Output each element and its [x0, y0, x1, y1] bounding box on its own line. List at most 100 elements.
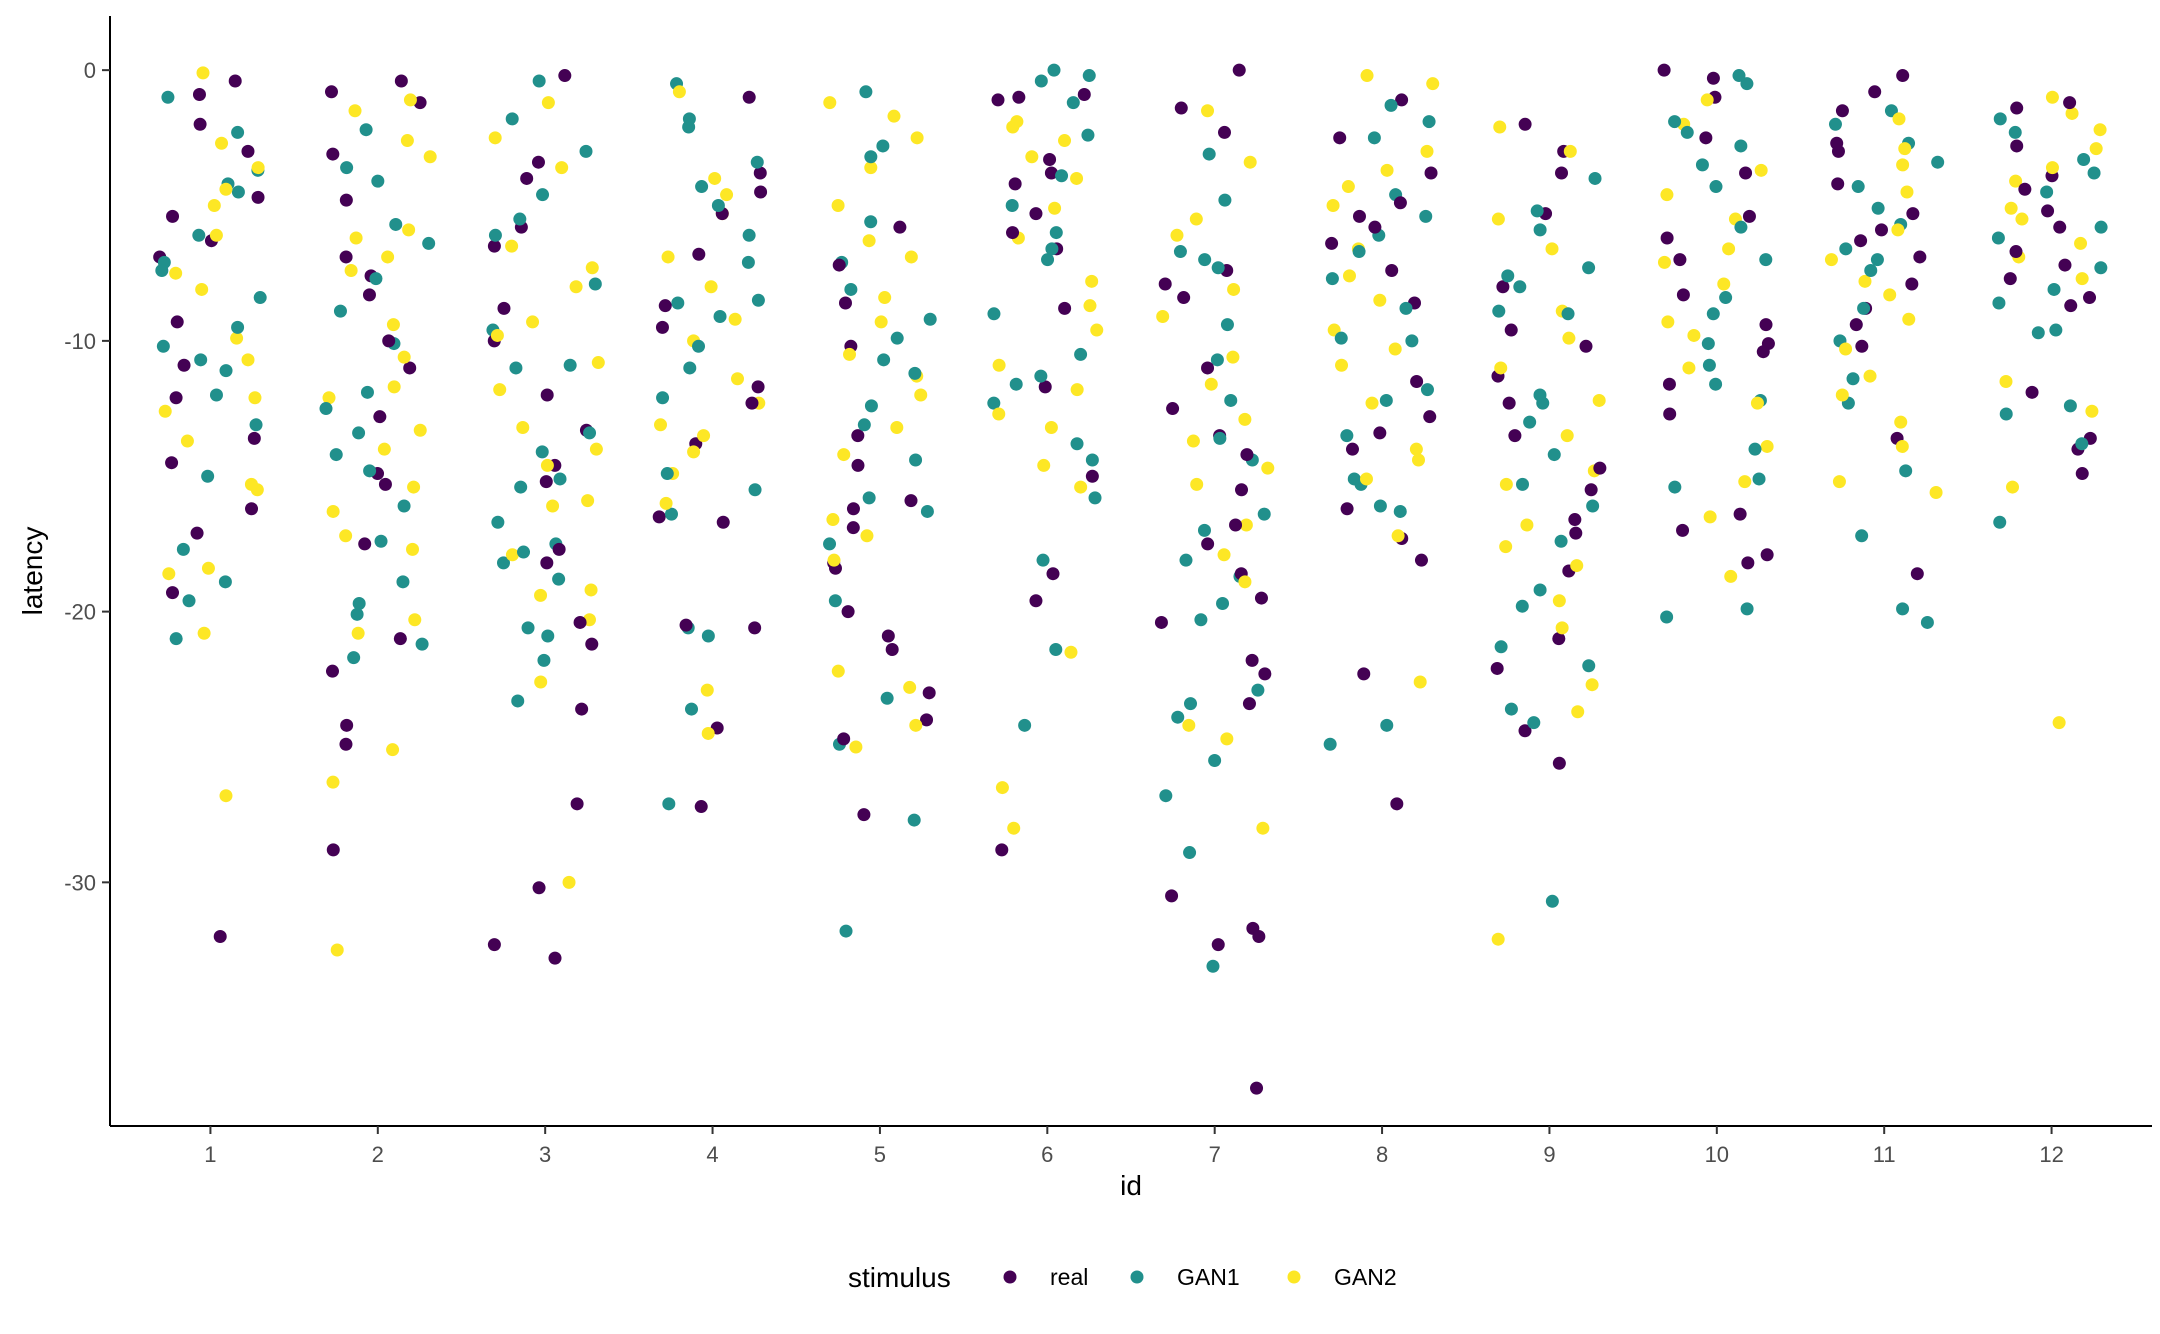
point-real — [1896, 69, 1910, 83]
point-gan2 — [1189, 212, 1203, 226]
point-gan2 — [215, 136, 229, 150]
point-gan1 — [1871, 201, 1885, 215]
point-gan1 — [1582, 261, 1596, 275]
point-gan2 — [862, 234, 876, 248]
point-gan2 — [1891, 223, 1905, 237]
point-real — [2003, 272, 2017, 286]
point-gan1 — [1197, 523, 1211, 537]
point-gan1 — [201, 469, 215, 483]
point-real — [1568, 513, 1582, 527]
point-gan2 — [1085, 274, 1099, 288]
x-tick-label: 8 — [1376, 1142, 1388, 1167]
point-gan2 — [407, 480, 421, 494]
point-real — [1552, 632, 1566, 646]
point-real — [2064, 299, 2078, 313]
point-gan1 — [359, 123, 373, 137]
point-real — [339, 193, 353, 207]
point-gan2 — [864, 161, 878, 175]
legend-label-gan2: GAN2 — [1334, 1264, 1397, 1290]
point-real — [251, 190, 265, 204]
point-real — [1414, 553, 1428, 567]
point-gan1 — [563, 358, 577, 372]
point-real — [170, 315, 184, 329]
point-gan1 — [1494, 640, 1508, 654]
point-real — [548, 951, 562, 965]
point-real — [1663, 407, 1677, 421]
point-gan1 — [1045, 242, 1059, 256]
point-gan2 — [697, 429, 711, 443]
point-gan2 — [2075, 272, 2089, 286]
point-real — [754, 185, 768, 199]
point-real — [904, 494, 918, 508]
y-tick-label: -30 — [64, 870, 96, 895]
point-gan2 — [488, 131, 502, 145]
point-real — [2025, 385, 2039, 399]
point-real — [1357, 667, 1371, 681]
point-gan2 — [1858, 274, 1872, 288]
point-gan2 — [1738, 475, 1752, 489]
point-gan1 — [1393, 504, 1407, 518]
point-gan2 — [195, 282, 209, 296]
point-gan1 — [1899, 464, 1913, 478]
point-gan2 — [326, 775, 340, 789]
point-real — [1699, 131, 1713, 145]
point-gan2 — [555, 161, 569, 175]
point-gan1 — [231, 125, 245, 139]
point-real — [1154, 615, 1168, 629]
point-gan1 — [692, 339, 706, 353]
point-real — [532, 881, 546, 895]
point-real — [1423, 410, 1437, 424]
point-real — [1569, 526, 1583, 540]
point-real — [1660, 231, 1674, 245]
point-real — [1424, 166, 1438, 180]
point-gan2 — [423, 150, 437, 164]
point-real — [1077, 88, 1091, 102]
point-real — [652, 510, 666, 524]
point-gan1 — [1752, 472, 1766, 486]
point-gan1 — [1884, 104, 1898, 118]
point-gan1 — [877, 353, 891, 367]
point-gan2 — [1929, 485, 1943, 499]
point-real — [1760, 548, 1774, 562]
point-gan1 — [713, 310, 727, 324]
point-gan2 — [387, 380, 401, 394]
point-gan2 — [1048, 201, 1062, 215]
point-gan2 — [1863, 369, 1877, 383]
point-real — [378, 477, 392, 491]
point-gan1 — [908, 366, 922, 380]
point-gan2 — [1426, 77, 1440, 91]
point-gan2 — [1883, 288, 1897, 302]
point-gan2 — [516, 421, 530, 435]
point-gan1 — [701, 629, 715, 643]
point-gan1 — [537, 653, 551, 667]
x-tick-label: 5 — [874, 1142, 886, 1167]
point-real — [846, 502, 860, 516]
point-real — [1676, 288, 1690, 302]
point-gan1 — [1839, 242, 1853, 256]
point-gan1 — [488, 228, 502, 242]
point-real — [832, 258, 846, 272]
x-tick-label: 3 — [539, 1142, 551, 1167]
point-gan1 — [1706, 307, 1720, 321]
point-gan2 — [349, 231, 363, 245]
point-gan2 — [910, 131, 924, 145]
point-gan1 — [1216, 596, 1230, 610]
point-gan1 — [396, 575, 410, 589]
point-gan2 — [1190, 477, 1204, 491]
point-gan1 — [1533, 583, 1547, 597]
point-gan2 — [197, 626, 211, 640]
point-gan2 — [1898, 142, 1912, 156]
point-real — [1174, 101, 1188, 115]
point-real — [1906, 207, 1920, 221]
point-gan2 — [1064, 645, 1078, 659]
point-real — [520, 171, 534, 185]
point-gan2 — [904, 250, 918, 264]
point-gan1 — [517, 545, 531, 559]
point-gan2 — [1037, 458, 1051, 472]
point-real — [382, 334, 396, 348]
point-gan1 — [1695, 158, 1709, 172]
point-gan1 — [1991, 231, 2005, 245]
point-real — [655, 320, 669, 334]
point-gan2 — [2045, 90, 2059, 104]
point-gan1 — [656, 391, 670, 405]
